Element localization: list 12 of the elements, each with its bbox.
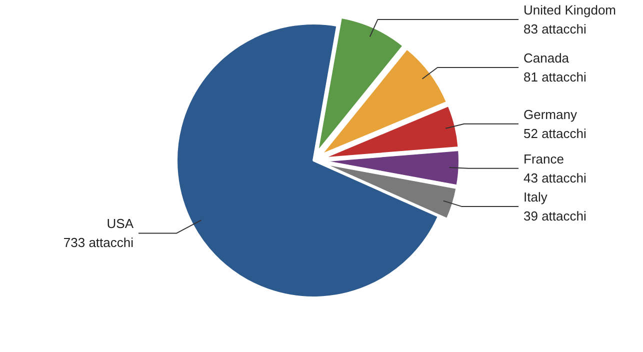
slice-label: United Kingdom	[524, 2, 616, 18]
data-label: 39 attacchi	[524, 208, 586, 224]
slice-label: France	[524, 151, 564, 166]
data-label: 52 attacchi	[524, 126, 586, 141]
data-label: 81 attacchi	[524, 69, 586, 84]
data-label: 733 attacchi	[63, 235, 134, 250]
slice-label: Italy	[524, 189, 548, 204]
data-label: 83 attacchi	[524, 21, 586, 36]
slice-label: USA	[106, 216, 134, 232]
data-label: 43 attacchi	[524, 170, 586, 186]
slice-label: Canada	[524, 50, 570, 66]
slice-label: Germany	[524, 106, 578, 122]
